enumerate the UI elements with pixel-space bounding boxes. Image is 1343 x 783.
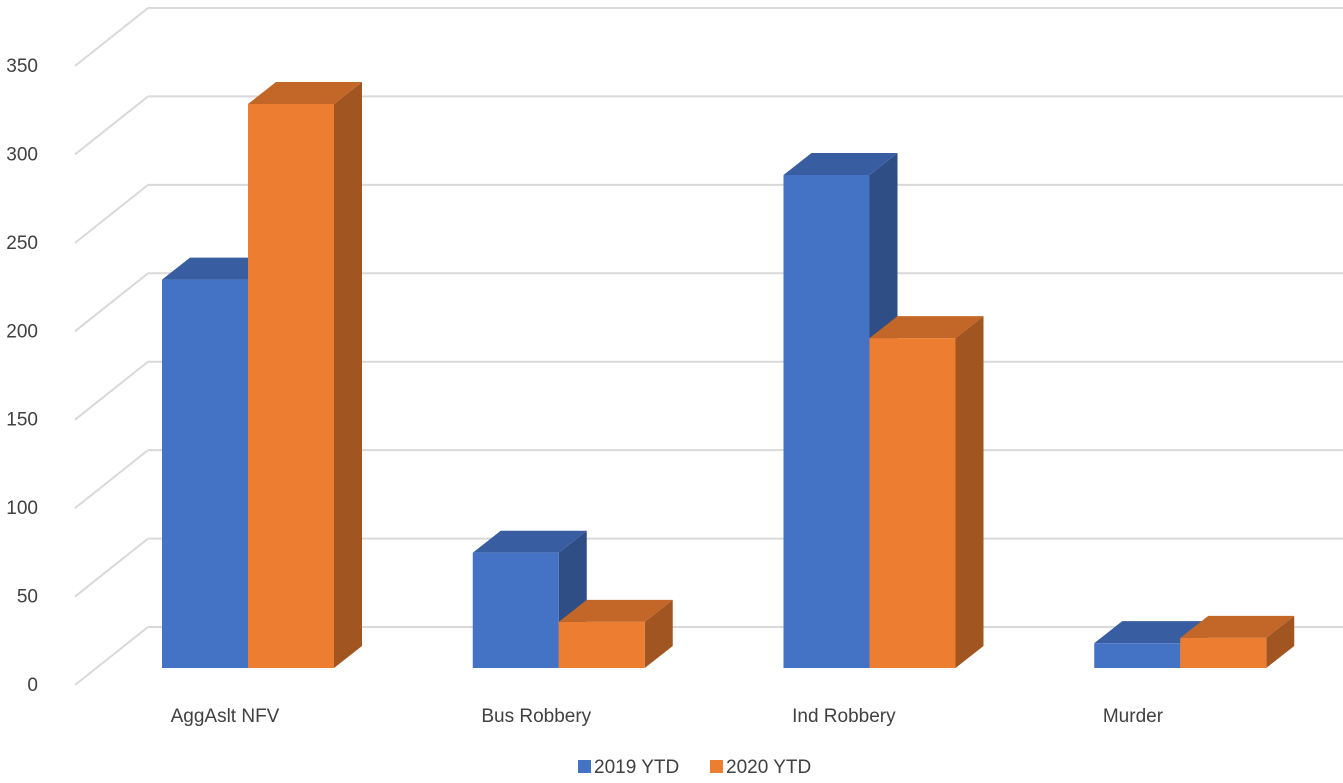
- gridline-side: [74, 95, 149, 156]
- bar-top: [162, 257, 276, 280]
- bar-top: [1094, 621, 1209, 644]
- legend-label: 2019 YTD: [594, 757, 679, 778]
- y-tick-label: 100: [6, 498, 38, 519]
- category-label: Ind Robbery: [792, 706, 896, 727]
- y-tick-label: 250: [6, 233, 38, 254]
- bar-front: [783, 174, 870, 668]
- bar-top: [1180, 615, 1295, 638]
- gridline-side: [74, 184, 149, 244]
- bar-murder-2020-ytd: [1180, 615, 1295, 668]
- bar-front: [1094, 643, 1181, 668]
- gridline-side: [74, 626, 149, 686]
- y-tick-label: 300: [6, 144, 38, 165]
- y-tick-label: 350: [6, 56, 38, 77]
- legend-swatch: [578, 760, 591, 773]
- legend-swatch: [710, 760, 723, 773]
- bar-top: [783, 152, 898, 175]
- y-tick-label: 50: [17, 587, 38, 608]
- category-label: Murder: [1103, 706, 1164, 727]
- bar-front: [1180, 637, 1267, 668]
- bar-top: [248, 82, 362, 104]
- gridline-side: [74, 449, 149, 509]
- bar-bus-robbery-2020-ytd: [558, 599, 673, 668]
- bar-murder-2019-ytd: [1094, 621, 1209, 668]
- bar-front: [248, 104, 334, 668]
- bar-front: [162, 279, 248, 668]
- bar-side: [955, 316, 984, 668]
- bar-ind-robbery-2020-ytd: [869, 316, 984, 668]
- gridline-side: [74, 360, 149, 421]
- bar-side: [334, 82, 362, 668]
- bar-top: [472, 530, 587, 553]
- category-label: Bus Robbery: [481, 706, 591, 727]
- bar-front: [558, 621, 645, 668]
- legend-label: 2020 YTD: [726, 757, 811, 778]
- bar-top: [869, 316, 984, 339]
- bar-top: [558, 599, 673, 622]
- category-label: AggAslt NFV: [171, 706, 280, 727]
- bar-side: [644, 599, 673, 668]
- bar-side: [1266, 615, 1295, 668]
- gridline-side: [74, 272, 149, 333]
- y-tick-label: 200: [6, 321, 38, 342]
- bar-aggaslt-nfv-2020-ytd: [248, 82, 362, 668]
- bar-front: [472, 552, 559, 668]
- y-tick-label: 150: [6, 410, 38, 431]
- y-tick-label: 0: [27, 675, 38, 696]
- bar-front: [869, 338, 956, 668]
- gridline-side: [74, 537, 149, 598]
- gridline-side: [74, 7, 149, 67]
